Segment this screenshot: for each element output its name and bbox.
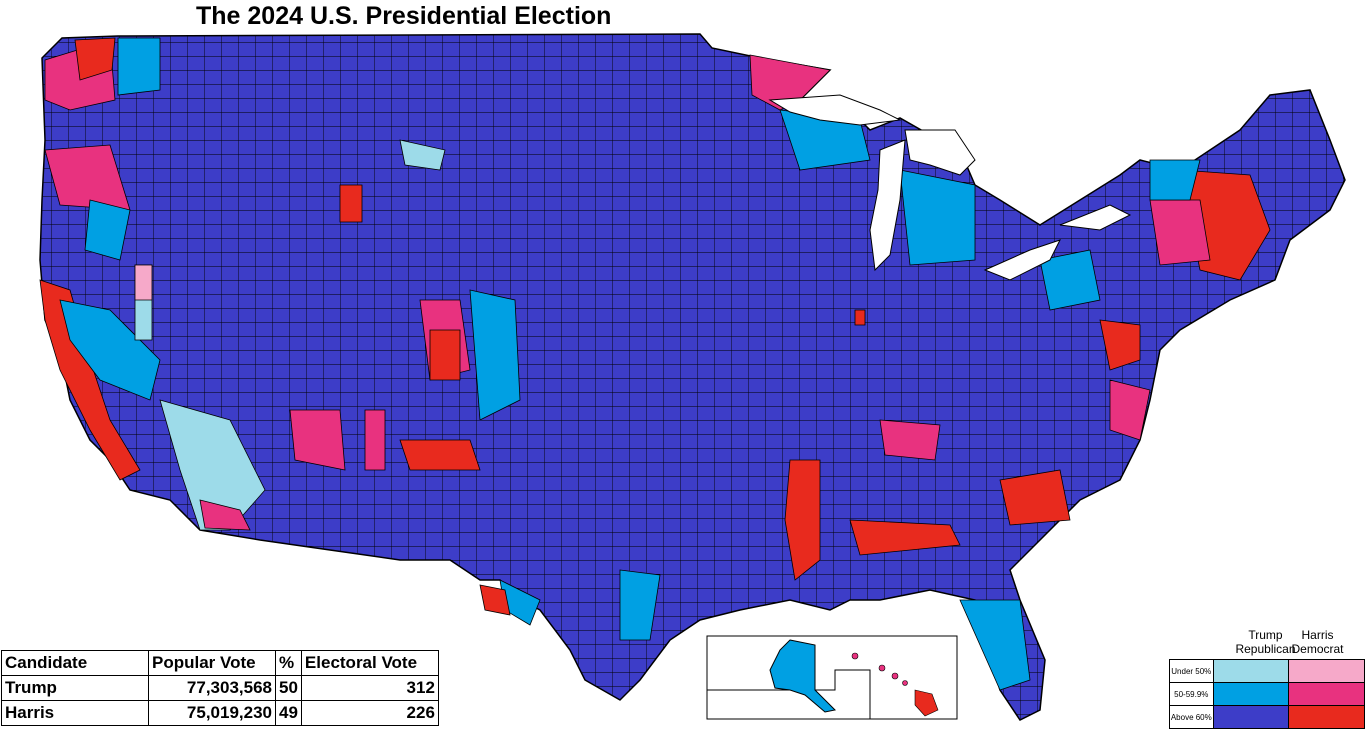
vote-pct: 49 xyxy=(275,700,302,726)
popular-vote: 75,019,230 xyxy=(148,700,276,726)
legend-row: Under 50% xyxy=(1169,659,1365,683)
electoral-vote: 312 xyxy=(300,675,439,701)
candidate-name: Trump xyxy=(1,675,149,701)
legend-table: Under 50% 50-59.9% Above 60% xyxy=(1169,659,1365,729)
legend-dem-party: Democrat xyxy=(1291,642,1344,656)
header-popular-vote: Popular Vote xyxy=(148,650,276,676)
candidate-name: Harris xyxy=(1,700,149,726)
popular-vote: 77,303,568 xyxy=(148,675,276,701)
legend-dem-header: Harris Democrat xyxy=(1270,628,1365,656)
header-pct: % xyxy=(275,650,302,676)
header-candidate: Candidate xyxy=(1,650,149,676)
legend-row: 50-59.9% xyxy=(1169,682,1365,706)
legend-row: Above 60% xyxy=(1169,705,1365,729)
legend-row-label: 50-59.9% xyxy=(1169,682,1214,706)
legend-swatch-dem-50-59 xyxy=(1288,682,1365,706)
legend-rep-party: Republican xyxy=(1235,642,1296,656)
results-table: Candidate Popular Vote % Electoral Vote … xyxy=(1,650,439,726)
great-lakes xyxy=(768,94,1132,281)
legend-swatch-rep-under50 xyxy=(1212,659,1290,683)
alaska xyxy=(769,639,837,713)
legend-swatch-rep-50-59 xyxy=(1212,682,1290,706)
hawaii xyxy=(878,664,939,717)
map-title: The 2024 U.S. Presidential Election xyxy=(196,2,612,30)
legend-swatch-dem-under50 xyxy=(1288,659,1365,683)
header-electoral-vote: Electoral Vote xyxy=(300,650,439,676)
legend-rep-header: Trump Republican xyxy=(1218,628,1313,656)
legend-row-label: Above 60% xyxy=(1169,705,1214,729)
results-header-row: Candidate Popular Vote % Electoral Vote xyxy=(1,650,439,676)
mainland-us xyxy=(39,33,1346,721)
county-highlights xyxy=(39,37,1271,691)
legend-swatch-rep-above60 xyxy=(1212,705,1290,729)
table-row: Trump 77,303,568 50 312 xyxy=(1,675,439,701)
legend-dem-name: Harris xyxy=(1301,628,1334,642)
table-row: Harris 75,019,230 49 226 xyxy=(1,700,439,726)
legend-row-label: Under 50% xyxy=(1169,659,1214,683)
electoral-vote: 226 xyxy=(300,700,439,726)
vote-pct: 50 xyxy=(275,675,302,701)
legend-swatch-dem-above60 xyxy=(1288,705,1365,729)
legend-rep-name: Trump xyxy=(1248,628,1283,642)
alaska-island xyxy=(851,652,859,660)
